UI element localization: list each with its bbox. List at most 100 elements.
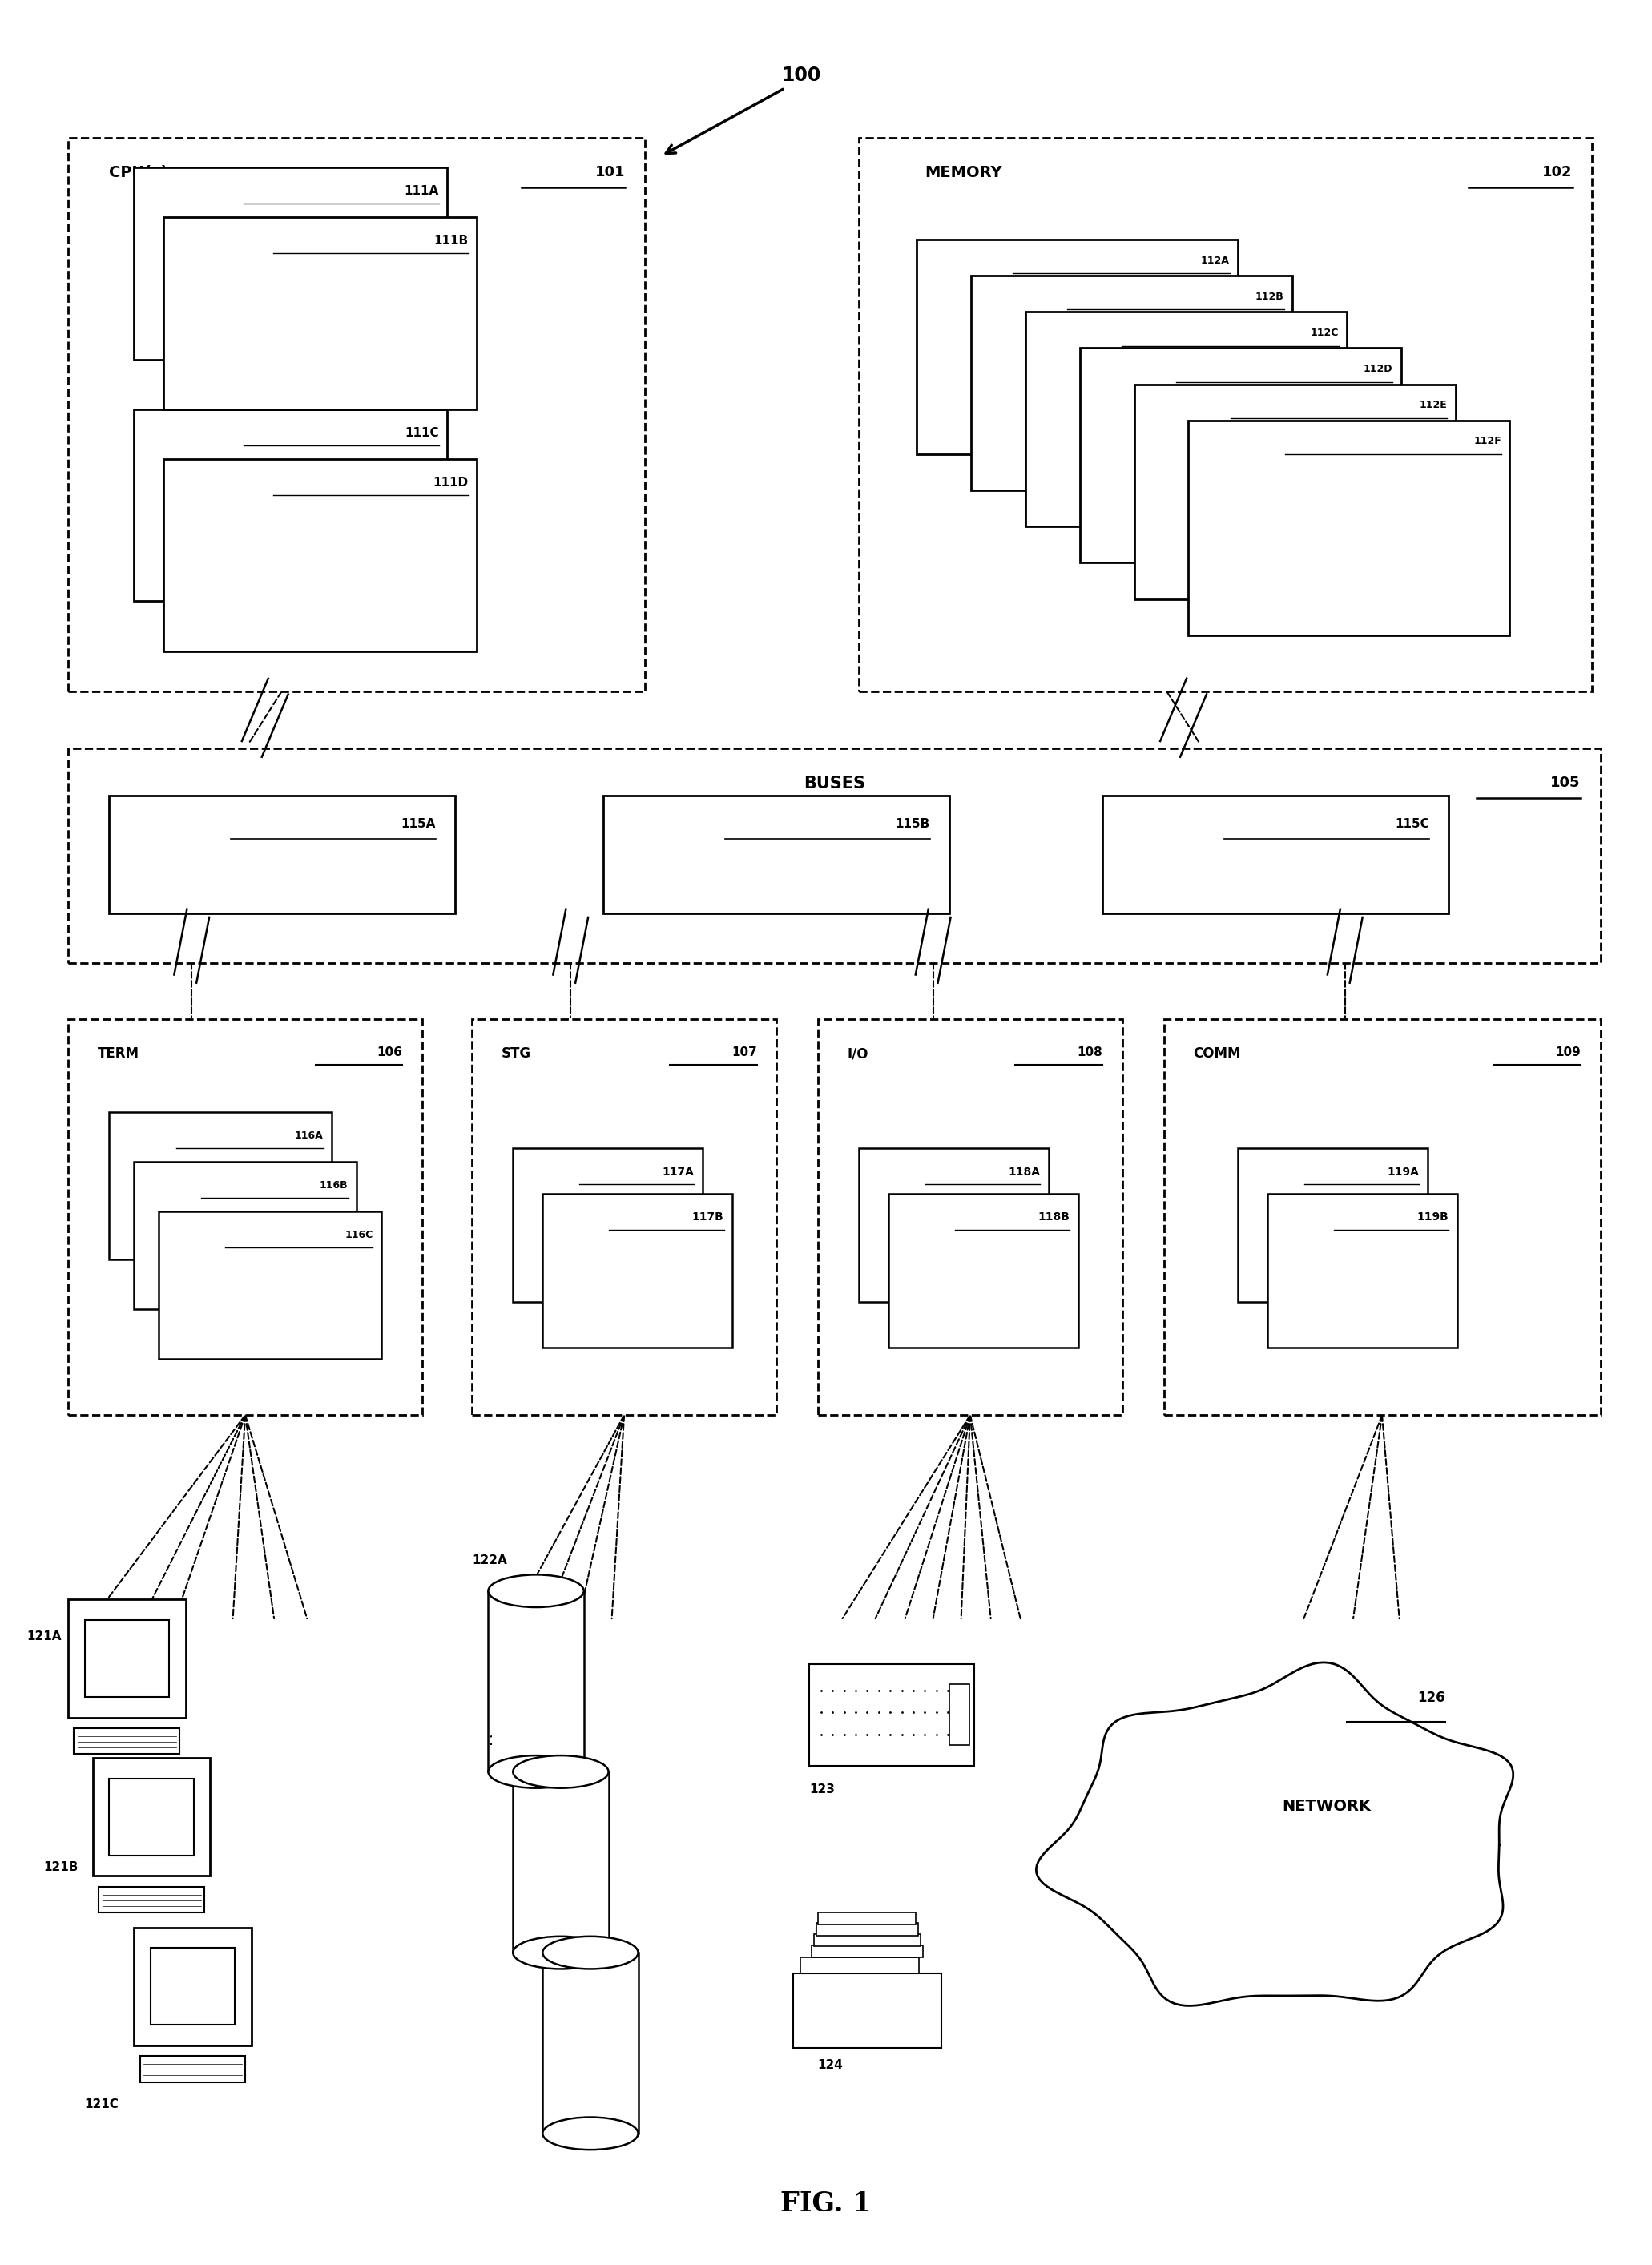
Text: 119A: 119A: [1388, 1166, 1419, 1178]
Bar: [84, 1619, 169, 1696]
Text: 123: 123: [809, 1783, 834, 1796]
Text: 117A: 117A: [662, 1166, 694, 1178]
Bar: [134, 1162, 357, 1309]
Bar: [816, 1939, 889, 1946]
Bar: [818, 1019, 1123, 1416]
Text: 112A: 112A: [1201, 256, 1229, 265]
Bar: [68, 1019, 423, 1416]
Bar: [545, 1957, 634, 2129]
Polygon shape: [1036, 1663, 1513, 2007]
Text: NETWORK: NETWORK: [1282, 1798, 1371, 1814]
Text: 115B: 115B: [895, 818, 930, 831]
Text: TERM: TERM: [97, 1046, 139, 1060]
Text: 111B: 111B: [434, 236, 469, 247]
Text: 101: 101: [595, 165, 624, 179]
Bar: [164, 217, 477, 410]
Text: 102: 102: [1543, 165, 1573, 179]
Text: 126: 126: [1417, 1692, 1446, 1706]
Text: 122B: 122B: [489, 1735, 524, 1746]
Bar: [99, 1887, 205, 1912]
Text: 115C: 115C: [1394, 818, 1429, 831]
Text: 118B: 118B: [1037, 1212, 1070, 1223]
Bar: [1163, 1019, 1601, 1416]
Bar: [514, 1148, 702, 1302]
Text: 118A: 118A: [1008, 1166, 1041, 1178]
Bar: [814, 1934, 920, 1946]
Text: 121A: 121A: [26, 1631, 61, 1642]
Text: 116C: 116C: [345, 1230, 373, 1241]
Text: BUSES: BUSES: [803, 775, 866, 790]
Text: 121C: 121C: [84, 2100, 119, 2111]
Ellipse shape: [489, 1755, 583, 1787]
Text: 124: 124: [818, 2059, 843, 2072]
Bar: [489, 1590, 583, 1771]
Bar: [164, 460, 477, 650]
Bar: [1133, 385, 1455, 598]
Text: I/O: I/O: [847, 1046, 869, 1060]
Bar: [134, 168, 448, 360]
Ellipse shape: [542, 1937, 638, 1968]
Ellipse shape: [542, 2118, 638, 2149]
Bar: [889, 1194, 1079, 1348]
Bar: [811, 1946, 923, 1957]
Text: 105: 105: [1551, 775, 1581, 790]
Text: CPU(s): CPU(s): [109, 165, 169, 181]
Text: 122C: 122C: [520, 1916, 555, 1928]
Text: 112E: 112E: [1419, 401, 1447, 410]
Bar: [74, 1728, 180, 1753]
Bar: [542, 1194, 732, 1348]
Bar: [472, 1019, 776, 1416]
Text: 112C: 112C: [1310, 328, 1338, 337]
Bar: [68, 138, 644, 691]
Text: 116B: 116B: [320, 1180, 349, 1191]
Text: 107: 107: [732, 1046, 757, 1058]
Bar: [818, 1912, 917, 1925]
Text: 111D: 111D: [433, 478, 469, 489]
Bar: [816, 1923, 919, 1937]
Bar: [93, 1758, 210, 1875]
Bar: [971, 276, 1292, 492]
Ellipse shape: [514, 1937, 608, 1968]
Bar: [1237, 1148, 1427, 1302]
Bar: [109, 1778, 193, 1855]
Bar: [68, 747, 1601, 963]
Text: 112B: 112B: [1256, 292, 1284, 301]
Bar: [140, 2057, 246, 2082]
Bar: [1267, 1194, 1457, 1348]
Bar: [109, 795, 456, 913]
Text: 111C: 111C: [405, 428, 439, 439]
Bar: [809, 1665, 975, 1764]
Text: STG: STG: [502, 1046, 532, 1060]
Text: 121B: 121B: [43, 1862, 78, 1873]
Bar: [109, 1112, 332, 1259]
Bar: [917, 240, 1237, 455]
Text: 109: 109: [1555, 1046, 1581, 1058]
Text: COMM: COMM: [1193, 1046, 1241, 1060]
Text: 100: 100: [781, 66, 821, 84]
Text: FIG. 1: FIG. 1: [780, 2190, 872, 2217]
Bar: [1188, 421, 1510, 634]
Bar: [793, 1973, 942, 2048]
Text: 119B: 119B: [1417, 1212, 1449, 1223]
Text: 115A: 115A: [401, 818, 436, 831]
Bar: [492, 1595, 580, 1767]
Bar: [517, 1776, 605, 1948]
Bar: [603, 795, 950, 913]
Bar: [801, 1957, 919, 1973]
Text: 116A: 116A: [294, 1130, 324, 1142]
Bar: [159, 1212, 382, 1359]
Bar: [542, 1952, 638, 2134]
Bar: [514, 1771, 608, 1952]
Text: 106: 106: [377, 1046, 403, 1058]
Bar: [816, 1948, 889, 1955]
Bar: [950, 1685, 970, 1744]
Bar: [1104, 795, 1449, 913]
Bar: [859, 138, 1593, 691]
Bar: [134, 1928, 251, 2045]
Bar: [859, 1148, 1049, 1302]
Bar: [134, 410, 448, 600]
Bar: [150, 1948, 235, 2025]
Text: MEMORY: MEMORY: [925, 165, 1003, 181]
Text: 111A: 111A: [405, 186, 439, 197]
Bar: [1026, 313, 1346, 528]
